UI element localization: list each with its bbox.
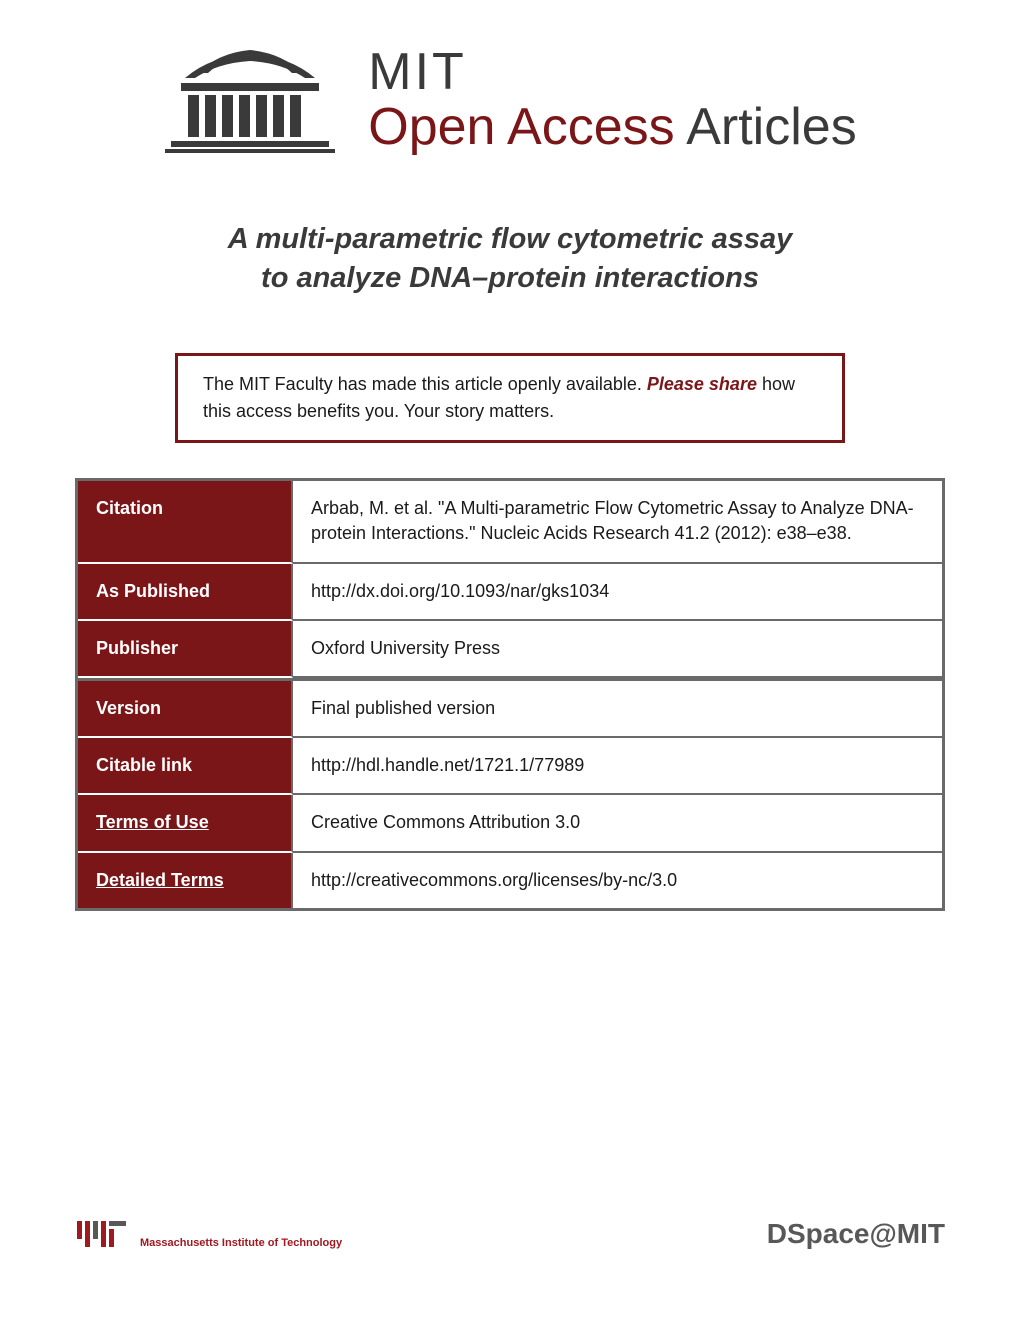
metadata-label: Citation — [78, 481, 293, 563]
share-box: The MIT Faculty has made this article op… — [175, 353, 845, 443]
table-row: CitationArbab, M. et al. "A Multi-parame… — [78, 481, 942, 563]
share-text-1: The MIT Faculty has made this article op… — [203, 374, 647, 394]
metadata-label: Citable link — [78, 738, 293, 795]
metadata-value: http://hdl.handle.net/1721.1/77989 — [293, 738, 942, 795]
metadata-table: CitationArbab, M. et al. "A Multi-parame… — [75, 478, 945, 911]
metadata-label-link[interactable]: Detailed Terms — [96, 870, 224, 890]
title-line-2: to analyze DNA–protein interactions — [115, 259, 905, 298]
table-row: PublisherOxford University Press — [78, 621, 942, 678]
metadata-value: Creative Commons Attribution 3.0 — [293, 795, 942, 852]
mit-dome-icon — [163, 45, 338, 155]
metadata-value: Final published version — [293, 678, 942, 738]
table-row: VersionFinal published version — [78, 678, 942, 738]
logo-text: MIT Open Access Articles — [368, 45, 856, 154]
table-row: Terms of Use Creative Commons Attribution… — [78, 795, 942, 852]
footer-left: Massachusetts Institute of Technology — [75, 1219, 342, 1249]
logo-mit-label: MIT — [368, 45, 856, 100]
footer: Massachusetts Institute of Technology DS… — [75, 1218, 945, 1250]
metadata-label: Terms of Use — [78, 795, 293, 852]
title-line-1: A multi-parametric flow cytometric assay — [115, 220, 905, 259]
table-row: Detailed Terms http://creativecommons.org… — [78, 853, 942, 908]
logo-open-access-label: Open Access Articles — [368, 100, 856, 155]
metadata-label-link[interactable]: Terms of Use — [96, 812, 209, 832]
metadata-value: Arbab, M. et al. "A Multi-parametric Flo… — [293, 481, 942, 563]
metadata-value: http://creativecommons.org/licenses/by-n… — [293, 853, 942, 908]
table-row: Citable linkhttp://hdl.handle.net/1721.1… — [78, 738, 942, 795]
metadata-label: Publisher — [78, 621, 293, 678]
footer-mit-text: Massachusetts Institute of Technology — [140, 1237, 342, 1249]
metadata-label: Detailed Terms — [78, 853, 293, 908]
please-share-link[interactable]: Please share — [647, 374, 757, 394]
metadata-value: Oxford University Press — [293, 621, 942, 678]
metadata-label: Version — [78, 678, 293, 738]
metadata-label: As Published — [78, 564, 293, 621]
metadata-value: http://dx.doi.org/10.1093/nar/gks1034 — [293, 564, 942, 621]
footer-dspace-label[interactable]: DSpace@MIT — [767, 1218, 945, 1250]
mit-small-logo-icon — [75, 1219, 130, 1249]
header-logo: MIT Open Access Articles — [75, 45, 945, 155]
table-row: As Publishedhttp://dx.doi.org/10.1093/na… — [78, 564, 942, 621]
article-title: A multi-parametric flow cytometric assay… — [75, 220, 945, 298]
